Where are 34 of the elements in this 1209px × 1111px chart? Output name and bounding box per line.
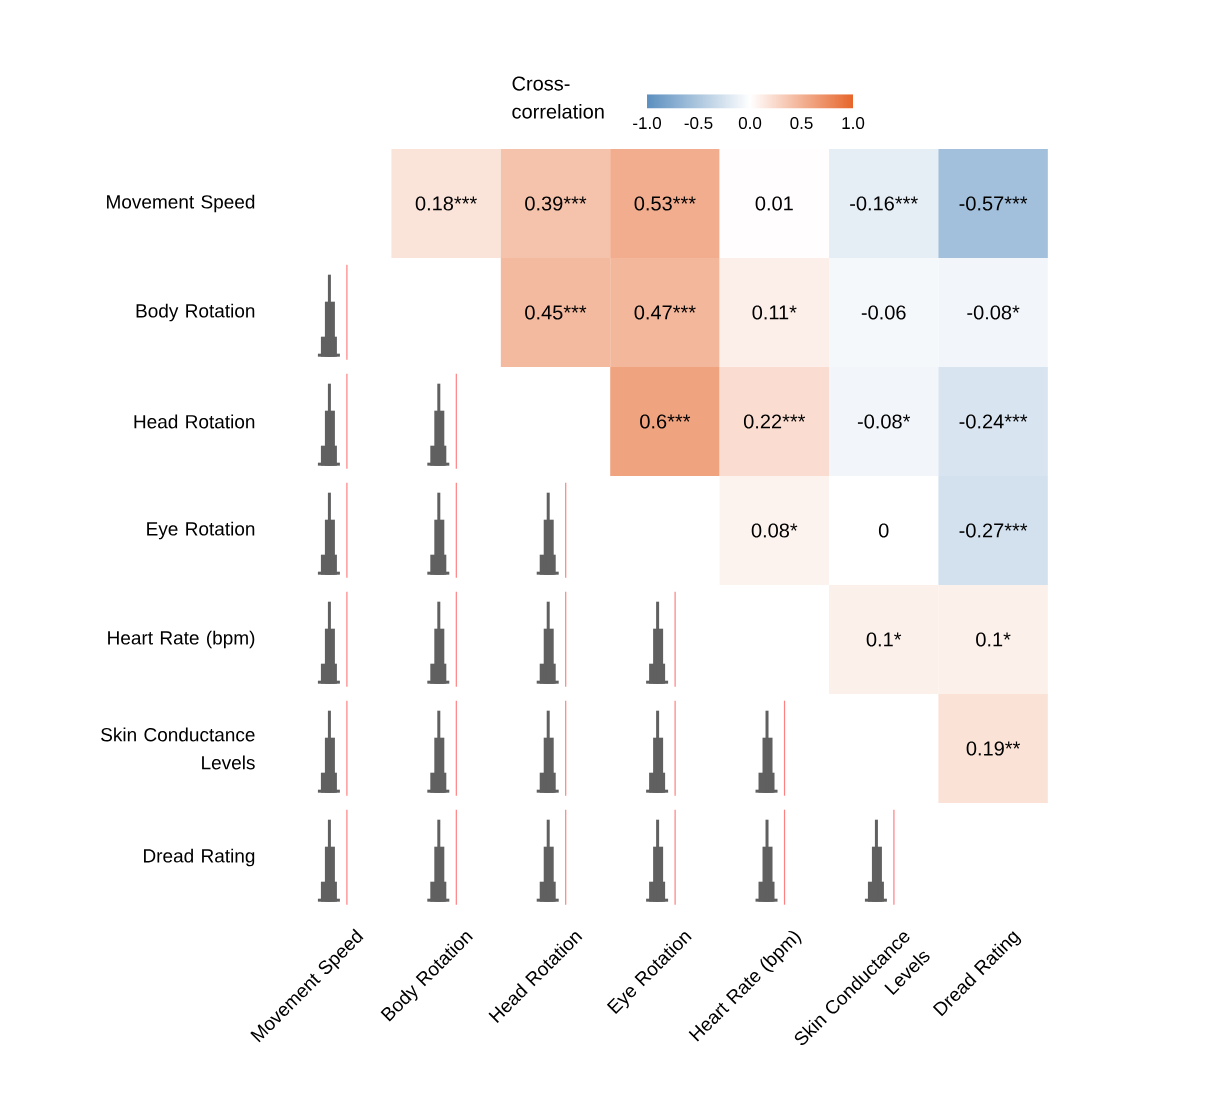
data-label: 0.19**: [966, 741, 1021, 756]
data-label: -0.08*: [967, 305, 1020, 320]
color-bar-label: 0.0: [738, 117, 762, 130]
data-label: -0.57***: [959, 196, 1028, 211]
y-tick-label: Movement Speed: [107, 194, 255, 213]
data-label: 0.6***: [640, 414, 691, 429]
data-label: -0.24***: [959, 414, 1028, 429]
y-tick-label: Head Rotation: [134, 414, 255, 429]
data-label: 0.39***: [525, 196, 587, 211]
data-label: -0.08*: [857, 414, 911, 429]
data-label: -0.06: [861, 305, 906, 320]
color-bar-label: -0.5: [684, 117, 713, 130]
data-label: 0.18***: [415, 196, 477, 211]
color-bar-label: 0.5: [790, 117, 813, 130]
data-label: 0.1*: [866, 632, 902, 647]
y-tick-label: Dread Rating: [144, 848, 255, 867]
data-label: 0: [878, 523, 889, 538]
y-tick-label: Eye Rotation: [147, 521, 255, 540]
data-label: 0.53***: [634, 196, 696, 211]
data-label: 0.47***: [634, 305, 696, 320]
data-label: 0.08*: [751, 523, 798, 538]
data-label: 0.45***: [525, 305, 587, 320]
legend-title: Cross-correlation: [512, 76, 604, 119]
color-bar-label: -1.0: [633, 117, 661, 130]
data-label: 0.01: [755, 196, 793, 211]
data-label: -0.27***: [959, 523, 1028, 538]
color-bar-label: 1.0: [842, 117, 865, 130]
data-label: 0.1*: [976, 632, 1011, 647]
data-label: 0.22***: [743, 414, 806, 429]
data-label: 0.11*: [752, 305, 797, 320]
y-tick-label: Heart Rate (bpm): [108, 630, 255, 649]
y-tick-label: Skin Conductance Levels: [101, 727, 255, 770]
y-tick-label: Body Rotation: [136, 303, 255, 322]
data-label: -0.16***: [850, 196, 918, 211]
